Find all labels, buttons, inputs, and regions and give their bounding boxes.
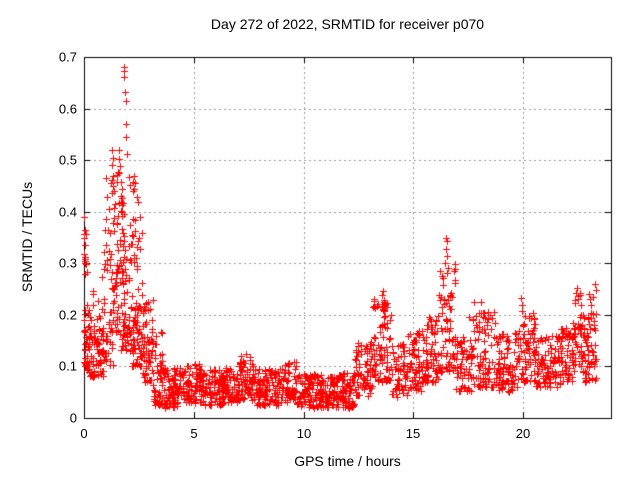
y-tick-label: 0.4 [58,204,77,220]
y-tick-label: 0.2 [58,307,77,323]
y-tick-label: 0 [69,410,77,426]
x-tick-label: 10 [296,426,312,441]
x-tick-label: 5 [190,426,198,441]
y-tick-label: 0.7 [58,49,77,65]
y-tick-label: 0.5 [58,152,77,168]
y-tick-label: 0.6 [58,101,77,117]
x-axis-label: GPS time / hours [294,453,401,469]
x-tick-label: 0 [80,426,88,441]
y-axis-label: SRMTID / TECUs [19,181,35,293]
y-tick-label: 0.3 [58,255,77,271]
chart-title: Day 272 of 2022, SRMTID for receiver p07… [210,16,485,32]
x-tick-label: 20 [515,426,531,441]
x-tick-label: 15 [405,426,421,441]
y-tick-label: 0.1 [58,358,77,374]
